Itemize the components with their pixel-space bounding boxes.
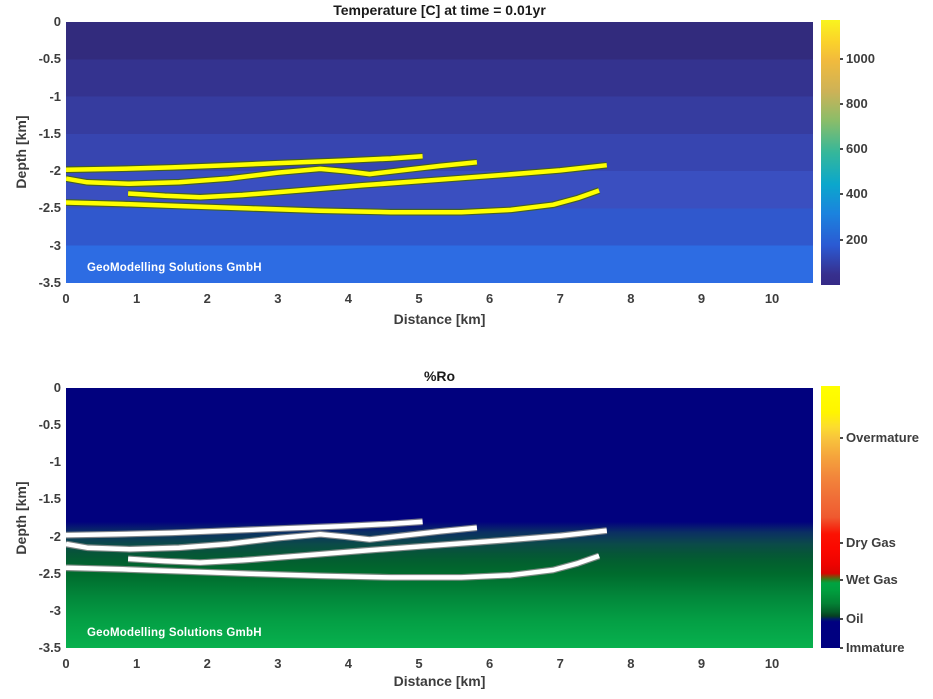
x-tick-label: 4	[344, 656, 353, 671]
y-tick-label: -1.5	[38, 491, 61, 507]
y-tick-label: -0.5	[38, 51, 61, 67]
temperature-horizon-lines	[66, 152, 608, 216]
x-tick-label: 6	[486, 656, 494, 671]
x-tick-label: 5	[415, 291, 423, 306]
temperature-watermark: GeoModelling Solutions GmbH	[87, 262, 262, 274]
colorbar-tick-mark	[840, 238, 843, 241]
y-tick-label: -3.5	[38, 275, 61, 290]
ro-heatmap-area: GeoModelling Solutions GmbH	[66, 388, 813, 648]
x-tick-label: 6	[486, 291, 494, 306]
colorbar-tick-mark	[840, 578, 843, 581]
x-tick-label: 3	[274, 291, 282, 306]
y-tick-label: -0.5	[38, 417, 61, 433]
x-tick-label: 7	[556, 656, 564, 671]
colorbar-tick-mark	[840, 148, 843, 151]
horizon-3	[127, 162, 608, 200]
temperature-heatmap-area: GeoModelling Solutions GmbH	[66, 22, 813, 283]
x-tick-label: 5	[415, 656, 423, 671]
colorbar-tick-mark	[840, 193, 843, 196]
x-tick-label: 1	[132, 656, 141, 671]
y-tick-label: -2	[49, 163, 61, 179]
temperature-plot-title: Temperature [C] at time = 0.01yr	[333, 2, 546, 18]
x-tick-label: 0	[62, 291, 70, 306]
y-tick-label: -3	[49, 602, 61, 618]
y-tick-label: -1	[49, 88, 61, 104]
horizon-2	[66, 525, 478, 552]
colorbar-tick-label: 600	[846, 141, 868, 157]
x-tick-label: 4	[344, 291, 353, 306]
colorbar-tick-label: Overmature	[846, 429, 919, 445]
x-tick-label: 7	[556, 291, 564, 306]
x-tick-label: 3	[274, 656, 282, 671]
y-tick-label: -2	[49, 528, 61, 544]
x-tick-label: 8	[627, 291, 635, 306]
x-tick-label: 1	[132, 291, 141, 306]
horizon-4	[66, 553, 600, 580]
y-tick-label: 0	[53, 14, 61, 29]
temperature-colorbar	[821, 20, 840, 285]
colorbar-tick-label: Oil	[846, 610, 864, 626]
y-tick-label: -3	[49, 237, 61, 253]
colorbar-tick-label: 400	[846, 186, 868, 202]
x-tick-label: 10	[764, 291, 780, 306]
horizon-4	[66, 188, 600, 215]
ro-horizon-lines	[66, 518, 608, 581]
colorbar-tick-label: 800	[846, 95, 868, 111]
ro-colorbar	[821, 386, 840, 648]
ro-plot-title: %Ro	[423, 368, 456, 384]
ro-watermark: GeoModelling Solutions GmbH	[87, 627, 262, 639]
horizon-2	[66, 159, 478, 187]
colorbar-tick-label: Wet Gas	[846, 571, 898, 587]
colorbar-tick-mark	[840, 617, 843, 620]
horizon-3	[127, 528, 608, 565]
y-tick-label: -2.5	[38, 565, 61, 581]
ro-x-axis-label: Distance [km]	[393, 673, 486, 689]
y-tick-label: -1	[49, 454, 61, 470]
x-tick-label: 9	[697, 291, 706, 306]
colorbar-tick-label: 1000	[846, 50, 875, 66]
colorbar-tick-label: 200	[846, 231, 868, 247]
y-tick-label: -1.5	[38, 125, 61, 141]
x-tick-label: 2	[203, 656, 211, 671]
colorbar-tick-mark	[840, 541, 843, 544]
y-tick-label: -3.5	[38, 640, 61, 655]
x-tick-label: 9	[697, 656, 706, 671]
x-tick-label: 2	[203, 291, 211, 306]
colorbar-tick-mark	[840, 647, 843, 649]
colorbar-tick-label: Dry Gas	[846, 534, 896, 550]
horizon-1	[66, 153, 423, 172]
x-tick-label: 8	[627, 656, 635, 671]
colorbar-tick-label: Immature	[846, 640, 905, 655]
y-tick-label: -2.5	[38, 200, 61, 216]
temperature-x-axis-label: Distance [km]	[393, 311, 486, 327]
x-tick-label: 0	[62, 656, 70, 671]
horizon-1	[66, 519, 423, 538]
colorbar-tick-mark	[840, 436, 843, 439]
colorbar-tick-mark	[840, 102, 843, 105]
y-tick-label: 0	[53, 380, 61, 395]
x-tick-label: 10	[764, 656, 780, 671]
colorbar-tick-mark	[840, 57, 843, 60]
